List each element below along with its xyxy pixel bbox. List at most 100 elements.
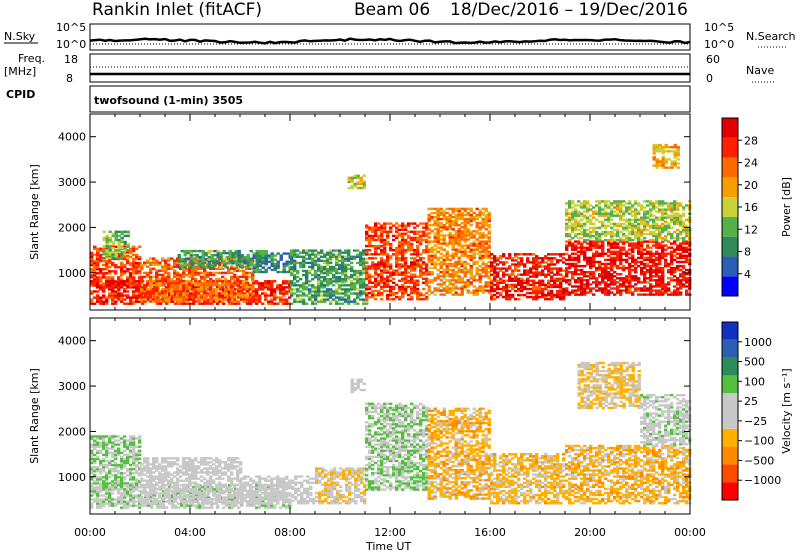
heatmap-cell <box>140 264 143 266</box>
heatmap-cell <box>502 296 505 298</box>
heatmap-cell <box>386 269 389 271</box>
heatmap-cell <box>661 275 664 277</box>
heatmap-cell <box>592 271 595 273</box>
heatmap-cell <box>354 185 357 187</box>
heatmap-cell <box>124 247 127 249</box>
heatmap-cell <box>646 233 649 235</box>
heatmap-cell <box>323 280 326 282</box>
heatmap-cell <box>619 219 622 221</box>
heatmap-cell <box>676 202 679 204</box>
heatmap-cell <box>461 244 464 246</box>
heatmap-cell <box>230 276 233 278</box>
heatmap-cell <box>267 280 270 282</box>
heatmap-cell <box>261 282 264 284</box>
heatmap-cell <box>443 210 446 212</box>
heatmap-cell <box>362 301 365 303</box>
heatmap-cell <box>523 286 526 288</box>
heatmap-cell <box>190 260 193 262</box>
heatmap-cell <box>649 275 652 277</box>
heatmap-cell <box>607 285 610 287</box>
heatmap-cell <box>580 281 583 283</box>
heatmap-cell <box>112 253 115 255</box>
heatmap-cell <box>326 278 329 280</box>
heatmap-cell <box>440 247 443 249</box>
heatmap-cell <box>458 271 461 273</box>
heatmap-cell <box>182 286 185 288</box>
heatmap-cell <box>118 257 121 259</box>
heatmap-cell <box>541 259 544 261</box>
nsky-tick-bottom: 10^0 <box>56 38 86 51</box>
heatmap-cell <box>167 286 170 288</box>
heatmap-cell <box>265 269 268 271</box>
heatmap-cell <box>461 216 464 218</box>
heatmap-cell <box>598 206 601 208</box>
heatmap-cell <box>102 272 105 274</box>
heatmap-cell <box>634 237 637 239</box>
heatmap-cell <box>607 275 610 277</box>
heatmap-cell <box>598 261 601 263</box>
heatmap-cell <box>667 277 670 279</box>
heatmap-cell <box>583 275 586 277</box>
heatmap-cell <box>149 276 152 278</box>
heatmap-cell <box>598 221 601 223</box>
heatmap-cell <box>299 286 302 288</box>
heatmap-cell <box>580 231 583 233</box>
heatmap-cell <box>164 292 167 294</box>
heatmap-cell <box>646 263 649 265</box>
heatmap-cell <box>302 252 305 254</box>
heatmap-cell <box>440 265 443 267</box>
heatmap-cell <box>308 288 311 290</box>
heatmap-cell <box>365 258 368 260</box>
heatmap-cell <box>365 288 368 290</box>
heatmap-cell <box>643 281 646 283</box>
heatmap-cell <box>490 261 493 263</box>
heatmap-cell <box>200 296 203 298</box>
heatmap-cell <box>580 251 583 253</box>
heatmap-cell <box>446 212 449 214</box>
heatmap-cell <box>679 261 682 263</box>
heatmap-cell <box>628 200 631 202</box>
heatmap-cell <box>526 296 529 298</box>
heatmap-cell <box>138 246 141 248</box>
heatmap-cell <box>285 280 288 282</box>
freq-strip: Freq. [MHz] 18 8 60 0 Nave <box>4 52 774 85</box>
heatmap-cell <box>103 237 106 239</box>
heatmap-cell <box>230 286 233 288</box>
heatmap-cell <box>622 210 625 212</box>
heatmap-cell <box>191 282 194 284</box>
heatmap-cell <box>410 257 413 259</box>
heatmap-cell <box>464 244 467 246</box>
heatmap-cell <box>146 282 149 284</box>
heatmap-cell <box>538 296 541 298</box>
heatmap-cell <box>296 288 299 290</box>
heatmap-cell <box>677 146 680 148</box>
heatmap-cell <box>547 298 550 300</box>
heatmap-cell <box>673 213 676 215</box>
heatmap-cell <box>526 278 529 280</box>
heatmap-cell <box>673 289 676 291</box>
heatmap-cell <box>389 229 392 231</box>
heatmap-cell <box>671 164 674 166</box>
heatmap-cell <box>670 257 673 259</box>
heatmap-cell <box>344 272 347 274</box>
heatmap-cell <box>637 287 640 289</box>
heatmap-cell <box>499 267 502 269</box>
heatmap-cell <box>640 223 643 225</box>
heatmap-cell <box>335 268 338 270</box>
heatmap-cell <box>398 243 401 245</box>
heatmap-cell <box>601 240 604 242</box>
heatmap-cell <box>440 238 443 240</box>
heatmap-cell <box>437 263 440 265</box>
heatmap-cell <box>610 204 613 206</box>
heatmap-cell <box>574 204 577 206</box>
heatmap-cell <box>655 223 658 225</box>
heatmap-cell <box>118 249 121 251</box>
heatmap-cell <box>302 262 305 264</box>
heatmap-cell <box>347 301 350 303</box>
heatmap-cell <box>502 261 505 263</box>
heatmap-cell <box>658 242 661 244</box>
heatmap-cell <box>419 263 422 265</box>
heatmap-cell <box>655 206 658 208</box>
heatmap-cell <box>425 298 428 300</box>
heatmap-cell <box>658 267 661 269</box>
